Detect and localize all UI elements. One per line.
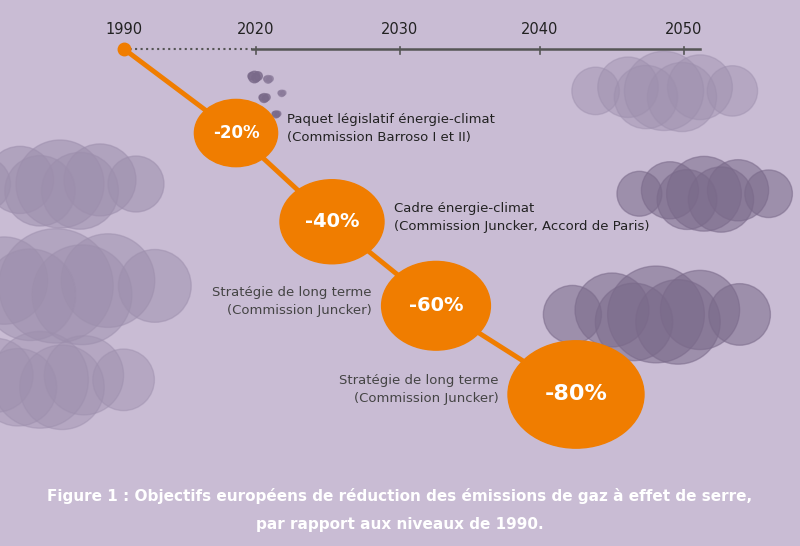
Text: Stratégie de long terme
(Commission Juncker): Stratégie de long terme (Commission Junc… (213, 286, 372, 317)
Ellipse shape (248, 73, 255, 80)
Text: -20%: -20% (213, 124, 259, 142)
Ellipse shape (259, 94, 265, 100)
Ellipse shape (267, 76, 274, 81)
Ellipse shape (280, 180, 384, 264)
Ellipse shape (118, 250, 191, 322)
Text: 2020: 2020 (238, 22, 274, 37)
Ellipse shape (263, 94, 270, 100)
Text: -80%: -80% (545, 384, 607, 405)
Ellipse shape (45, 336, 124, 415)
Ellipse shape (667, 55, 733, 120)
Text: Figure 1 : Objectifs européens de réduction des émissions de gaz à effet de serr: Figure 1 : Objectifs européens de réduct… (47, 488, 753, 504)
Ellipse shape (32, 245, 132, 345)
Ellipse shape (194, 99, 278, 167)
Ellipse shape (666, 156, 742, 231)
Ellipse shape (264, 75, 272, 83)
Ellipse shape (614, 66, 678, 129)
Ellipse shape (707, 66, 758, 116)
Text: Stratégie de long terme
(Commission Juncker): Stratégie de long terme (Commission Junc… (339, 375, 498, 405)
Ellipse shape (0, 146, 54, 213)
Text: 2050: 2050 (666, 22, 702, 37)
Ellipse shape (280, 92, 285, 96)
Ellipse shape (64, 144, 136, 216)
Text: -40%: -40% (305, 212, 359, 232)
Ellipse shape (0, 237, 48, 324)
Ellipse shape (575, 273, 649, 347)
Ellipse shape (688, 167, 754, 232)
Ellipse shape (259, 93, 269, 103)
Ellipse shape (275, 111, 281, 116)
Ellipse shape (278, 91, 282, 95)
Ellipse shape (249, 72, 260, 83)
Text: -60%: -60% (409, 296, 463, 315)
Ellipse shape (42, 152, 118, 229)
Ellipse shape (595, 283, 673, 361)
Ellipse shape (0, 331, 89, 428)
Ellipse shape (254, 72, 262, 80)
Ellipse shape (745, 170, 792, 217)
Ellipse shape (282, 91, 286, 95)
Ellipse shape (572, 67, 619, 115)
Ellipse shape (252, 74, 260, 82)
Text: 2040: 2040 (522, 22, 558, 37)
Ellipse shape (0, 229, 114, 343)
Ellipse shape (108, 156, 164, 212)
Ellipse shape (617, 171, 662, 216)
Ellipse shape (709, 284, 770, 345)
Ellipse shape (262, 96, 268, 102)
Ellipse shape (382, 262, 490, 350)
Ellipse shape (5, 156, 75, 226)
Ellipse shape (707, 159, 769, 221)
Ellipse shape (264, 76, 269, 81)
Ellipse shape (624, 51, 704, 130)
Ellipse shape (0, 348, 57, 426)
Text: Cadre énergie-climat
(Commission Juncker, Accord de Paris): Cadre énergie-climat (Commission Juncker… (394, 201, 649, 233)
Ellipse shape (272, 111, 277, 116)
Ellipse shape (647, 62, 717, 132)
Ellipse shape (93, 349, 154, 411)
Ellipse shape (661, 270, 740, 349)
Ellipse shape (274, 112, 279, 117)
Ellipse shape (543, 286, 602, 343)
Ellipse shape (642, 162, 698, 219)
Ellipse shape (0, 339, 33, 412)
Ellipse shape (266, 77, 272, 82)
Ellipse shape (0, 158, 10, 210)
Ellipse shape (20, 345, 104, 430)
Ellipse shape (608, 266, 705, 363)
Ellipse shape (16, 140, 104, 228)
Text: par rapport aux niveaux de 1990.: par rapport aux niveaux de 1990. (256, 517, 544, 532)
Ellipse shape (273, 111, 279, 118)
Ellipse shape (61, 234, 155, 328)
Text: 2030: 2030 (382, 22, 418, 37)
Text: Paquet législatif énergie-climat
(Commission Barroso I et II): Paquet législatif énergie-climat (Commis… (287, 113, 495, 144)
Ellipse shape (278, 90, 285, 97)
Ellipse shape (636, 280, 720, 364)
Ellipse shape (508, 341, 644, 448)
Ellipse shape (598, 57, 658, 117)
Ellipse shape (657, 170, 717, 229)
Ellipse shape (0, 249, 76, 341)
Text: 1990: 1990 (106, 22, 142, 37)
